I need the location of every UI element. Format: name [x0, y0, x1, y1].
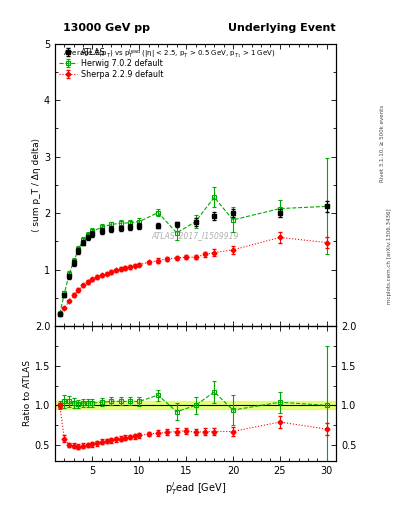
Text: Underlying Event: Underlying Event: [228, 23, 336, 33]
Text: Average Σ(p$_T$) vs p$_T^{\rm lead}$ (|η| < 2.5, p$_T$ > 0.5 GeV, p$_{T_1}$ > 1 : Average Σ(p$_T$) vs p$_T^{\rm lead}$ (|η…: [63, 48, 276, 61]
Legend: ATLAS, Herwig 7.0.2 default, Sherpa 2.2.9 default: ATLAS, Herwig 7.0.2 default, Sherpa 2.2.…: [57, 46, 165, 80]
Text: Rivet 3.1.10, ≥ 500k events: Rivet 3.1.10, ≥ 500k events: [380, 105, 384, 182]
Text: mcplots.cern.ch [arXiv:1306.3436]: mcplots.cern.ch [arXiv:1306.3436]: [387, 208, 391, 304]
Text: 13000 GeV pp: 13000 GeV pp: [63, 23, 150, 33]
Y-axis label: Ratio to ATLAS: Ratio to ATLAS: [23, 360, 32, 426]
X-axis label: p$_T^l$ead [GeV]: p$_T^l$ead [GeV]: [165, 480, 226, 497]
Y-axis label: ⟨ sum p_T / Δη delta⟩: ⟨ sum p_T / Δη delta⟩: [32, 138, 41, 232]
Bar: [55, 401, 336, 409]
Text: ATLAS_2017_I1509919: ATLAS_2017_I1509919: [152, 231, 239, 240]
